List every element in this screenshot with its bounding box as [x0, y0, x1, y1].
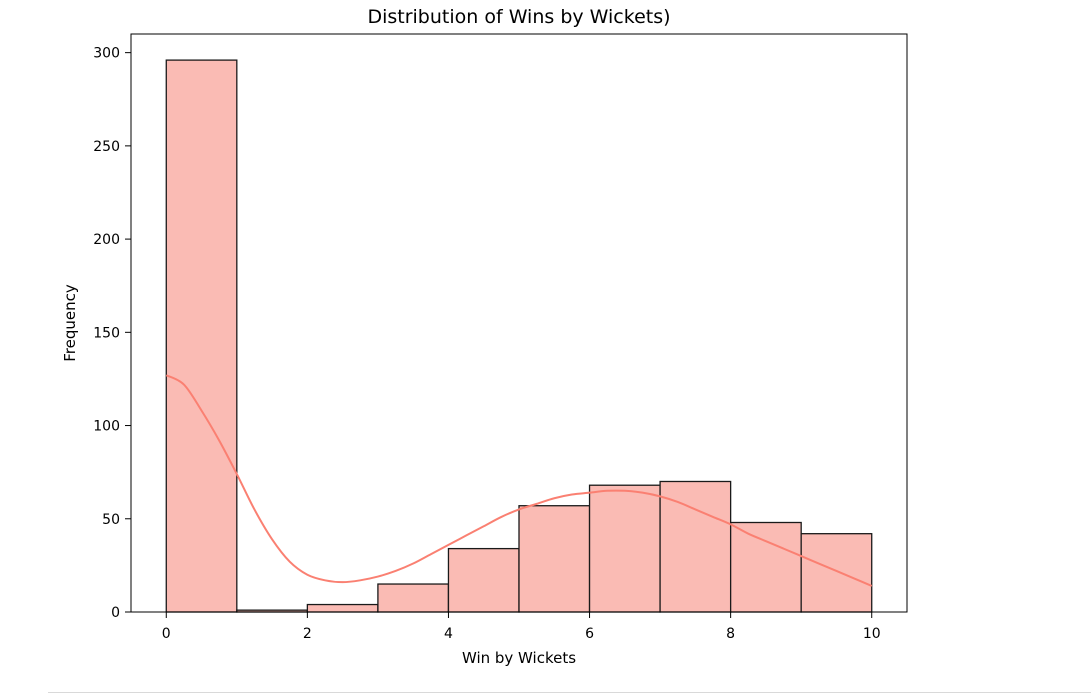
y-tick-label: 50: [102, 512, 120, 528]
histogram-bar-3: [377, 583, 450, 613]
histogram-bar-2: [306, 603, 379, 613]
histogram-bar-4: [447, 547, 520, 613]
y-axis-ticks: 0 50 100 150 200 250 300: [93, 46, 131, 621]
y-tick-label: 300: [93, 46, 120, 62]
y-tick-label: 200: [93, 232, 120, 248]
x-tick-label: 4: [444, 626, 453, 642]
histogram-bar-7: [659, 480, 732, 613]
output-divider: [48, 692, 1091, 693]
histogram-bar-8: [729, 521, 802, 613]
histogram-bar-5: [518, 505, 591, 613]
histogram-bar-6: [588, 484, 661, 613]
y-tick-label: 100: [93, 419, 120, 435]
x-axis-label: Win by Wickets: [462, 649, 576, 667]
x-tick-label: 2: [303, 626, 312, 642]
y-tick-label: 0: [111, 605, 120, 621]
y-tick-label: 150: [93, 325, 120, 341]
histogram-bar-0: [165, 59, 238, 613]
x-tick-label: 10: [863, 626, 881, 642]
axes-frame: [130, 33, 908, 613]
histogram-bar-9: [800, 533, 873, 613]
x-tick-label: 8: [726, 626, 735, 642]
x-tick-label: 6: [585, 626, 594, 642]
kde-curve: [165, 374, 873, 587]
x-axis-ticks: 0 2 4 6 8 10: [162, 612, 881, 642]
chart-title: Distribution of Wins by Wickets): [367, 6, 670, 28]
y-tick-label: 250: [93, 139, 120, 155]
y-axis-label: Frequency: [61, 284, 79, 362]
x-tick-label: 0: [162, 626, 171, 642]
histogram-bars: [165, 59, 873, 613]
